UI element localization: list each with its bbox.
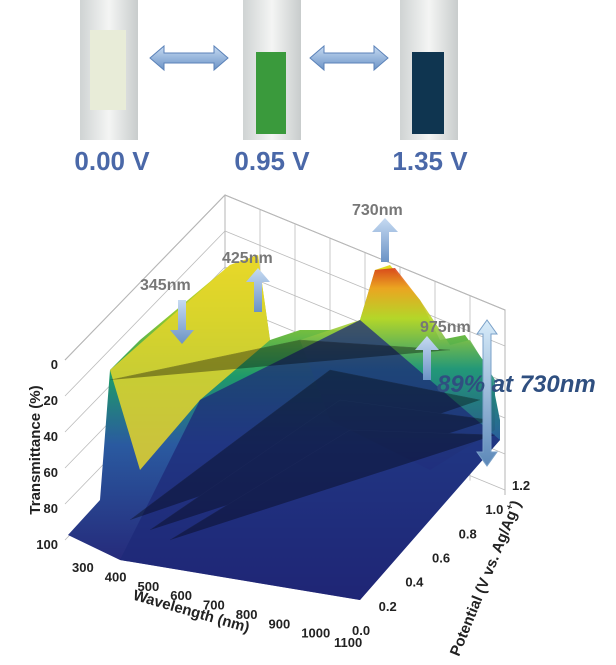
y-tick-label: 1.2 (512, 478, 530, 493)
z-tick-label: 0 (51, 357, 58, 372)
y-tick-label: 0.6 (432, 551, 450, 566)
y-tick-label: 0.4 (405, 575, 424, 590)
cuvettes (80, 0, 458, 140)
z-tick-label: 60 (44, 465, 58, 480)
x-tick-label: 500 (138, 579, 160, 594)
x-tick-label: 600 (170, 588, 192, 603)
y-tick-label: 1.0 (485, 502, 503, 517)
x-tick-label: 1000 (301, 626, 330, 641)
state-label: 0.95 V (234, 146, 310, 176)
grid-line (64, 194, 226, 361)
axis-label: Potential (V vs. Ag/Ag+) (446, 498, 525, 659)
y-tick-label: 0.2 (379, 599, 397, 614)
x-tick-label: 300 (72, 560, 94, 575)
y-tick-label: 0.8 (459, 526, 477, 541)
annotation: 89% at 730nm (437, 371, 596, 398)
annotation: 975nm (420, 319, 471, 336)
x-tick-label: 700 (203, 598, 225, 613)
state-label: 0.00 V (74, 146, 150, 176)
annotation: 345nm (140, 277, 191, 294)
axis-label: Transmittance (%) (27, 385, 44, 514)
surface (68, 255, 500, 600)
annotation: 730nm (352, 202, 403, 219)
z-tick-label: 100 (36, 537, 58, 552)
z-tick-label: 20 (44, 393, 58, 408)
x-tick-label: 800 (236, 607, 258, 622)
annotation-arrows (170, 218, 498, 467)
tick-labels: 0 20 40 60 80 100 300 400 500 600 700 800 900 1000 110… (36, 357, 530, 650)
state-label: 1.35 V (392, 146, 468, 176)
z-tick-label: 40 (44, 429, 58, 444)
annotation: 425nm (222, 250, 273, 267)
z-tick-label: 80 (44, 501, 58, 516)
grid-line (64, 230, 226, 397)
x-tick-label: 400 (105, 569, 127, 584)
y-tick-label: 0.0 (352, 623, 370, 638)
x-tick-label: 1100 (334, 635, 362, 650)
x-tick-label: 900 (269, 616, 291, 631)
